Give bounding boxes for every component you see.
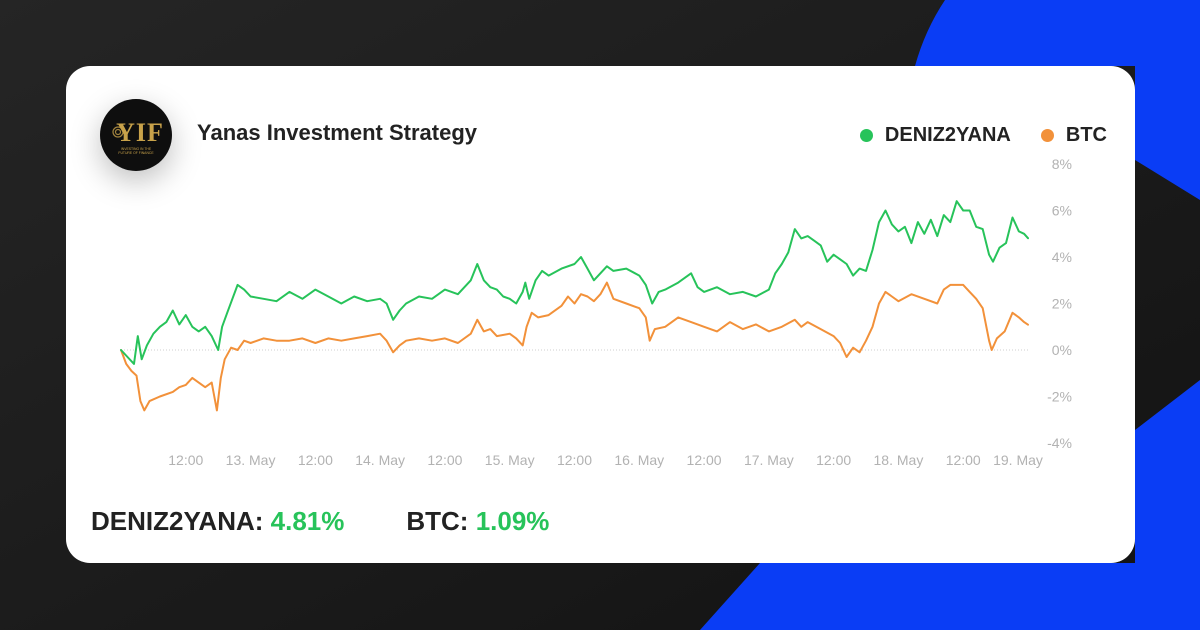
x-tick-label: 14. May [355,452,405,468]
summary-deniz2yana-value: 4.81% [270,506,345,536]
x-tick-label: 13. May [226,452,276,468]
x-tick-label: 19. May [993,452,1043,468]
summary-btc: BTC: 1.09% [406,506,549,537]
x-tick-label: 12:00 [816,452,851,468]
performance-summary: DENIZ2YANA: 4.81% BTC: 1.09% [91,506,549,537]
x-tick-label: 18. May [874,452,924,468]
series-line-btc[interactable] [120,281,1029,412]
yif-logo-icon: YIF INVESTING IN THE FUTURE OF FINANCE [112,118,164,155]
y-tick-label: -2% [1047,389,1072,405]
strategy-card: YIF INVESTING IN THE FUTURE OF FINANCE Y… [66,66,1135,563]
x-tick-label: 12:00 [168,452,203,468]
x-tick-label: 12:00 [687,452,722,468]
legend-label-btc: BTC [1065,124,1107,146]
y-tick-label: 4% [1052,249,1072,265]
y-tick-label: 2% [1052,296,1072,312]
series-line-deniz2yana[interactable] [120,200,1029,365]
x-tick-label: 17. May [744,452,794,468]
summary-deniz2yana-label: DENIZ2YANA: [91,506,264,536]
summary-btc-label: BTC: [406,506,469,536]
blue-accent-bottom [700,380,1200,630]
y-tick-label: 8% [1052,156,1072,172]
yif-logo: YIF INVESTING IN THE FUTURE OF FINANCE [100,99,172,171]
logo-tagline-2: FUTURE OF FINANCE [118,151,154,155]
summary-deniz2yana: DENIZ2YANA: 4.81% [91,506,344,537]
chart-title: Yanas Investment Strategy [197,120,478,145]
legend-dot-btc [1040,129,1054,142]
legend-item-deniz2yana[interactable]: DENIZ2YANA [859,124,1011,147]
legend-dot-deniz2yana [859,129,873,142]
y-tick-label: 6% [1052,203,1072,219]
x-tick-label: 16. May [614,452,664,468]
legend-label-deniz2yana: DENIZ2YANA [884,124,1011,146]
blue-accent-top [915,0,1200,200]
performance-chart: -4% -2% 0% 2% 4% 6% 8% 12:00 13. May 12:00 14. May… [120,156,1072,468]
x-tick-label: 12:00 [946,452,981,468]
x-tick-label: 12:00 [557,452,592,468]
logo-tagline-1: INVESTING IN THE [121,147,152,151]
legend-item-btc[interactable]: BTC [1040,124,1107,147]
y-tick-label: -4% [1047,435,1072,451]
chart-legend: DENIZ2YANA BTC [859,124,1107,147]
logo-text: YIF [116,118,164,147]
x-tick-label: 12:00 [298,452,333,468]
summary-btc-value: 1.09% [475,506,550,536]
x-tick-label: 15. May [485,452,535,468]
x-tick-label: 12:00 [427,452,462,468]
y-tick-label: 0% [1052,342,1072,358]
